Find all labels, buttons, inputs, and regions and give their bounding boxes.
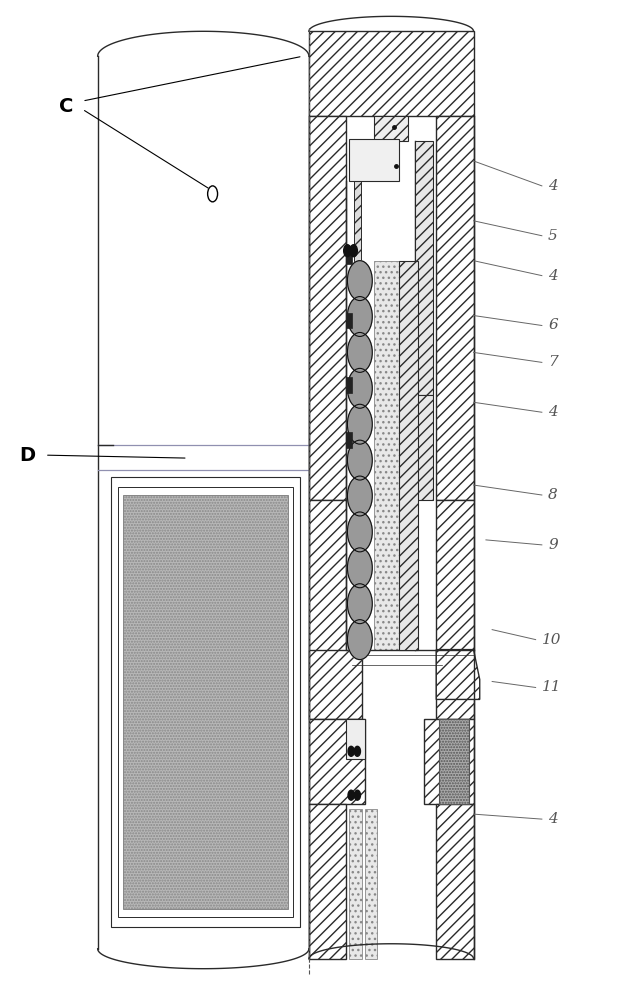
Text: 7: 7 — [548, 355, 558, 369]
Bar — [365, 809, 378, 959]
Circle shape — [208, 186, 218, 202]
Text: 4: 4 — [548, 269, 558, 283]
Bar — [346, 719, 365, 759]
Circle shape — [348, 620, 373, 660]
Bar — [414, 395, 433, 500]
Bar — [424, 719, 474, 804]
Circle shape — [348, 476, 373, 516]
Bar — [122, 495, 288, 909]
Bar — [117, 487, 293, 917]
Circle shape — [348, 368, 373, 408]
Polygon shape — [436, 650, 480, 699]
Circle shape — [354, 746, 361, 756]
Bar — [346, 248, 353, 264]
Bar — [436, 804, 474, 959]
Circle shape — [348, 261, 373, 301]
Bar — [436, 500, 474, 719]
Bar — [414, 141, 433, 395]
Text: 9: 9 — [548, 538, 558, 552]
Circle shape — [348, 297, 373, 336]
Bar — [399, 261, 417, 650]
Bar — [374, 116, 408, 141]
Bar — [346, 377, 353, 393]
Bar — [111, 477, 300, 927]
Circle shape — [350, 245, 358, 257]
Circle shape — [348, 440, 373, 480]
Circle shape — [348, 548, 373, 588]
Text: C: C — [59, 97, 74, 116]
Text: D: D — [19, 446, 36, 465]
Bar — [309, 500, 346, 719]
Bar — [436, 116, 474, 500]
Text: 5: 5 — [548, 229, 558, 243]
Bar — [349, 139, 399, 181]
Text: 6: 6 — [548, 318, 558, 332]
Circle shape — [348, 746, 354, 756]
Circle shape — [348, 332, 373, 372]
Circle shape — [348, 790, 354, 800]
Bar — [122, 495, 288, 909]
Bar — [309, 31, 474, 116]
Bar — [374, 261, 399, 650]
Bar — [100, 56, 307, 443]
Bar — [309, 116, 346, 500]
Bar — [309, 719, 365, 804]
Text: 4: 4 — [548, 405, 558, 419]
Text: 10: 10 — [542, 633, 562, 647]
Circle shape — [354, 790, 361, 800]
Bar — [346, 432, 353, 448]
Circle shape — [348, 404, 373, 444]
Circle shape — [348, 512, 373, 552]
Bar — [439, 719, 469, 804]
Bar — [309, 804, 346, 959]
Text: 4: 4 — [548, 179, 558, 193]
Bar — [349, 809, 362, 959]
Circle shape — [344, 245, 351, 257]
Text: 4: 4 — [548, 812, 558, 826]
Text: 8: 8 — [548, 488, 558, 502]
Bar — [346, 313, 353, 328]
Circle shape — [348, 584, 373, 624]
Text: 11: 11 — [542, 680, 562, 694]
Bar — [309, 650, 362, 719]
Bar — [354, 181, 361, 395]
